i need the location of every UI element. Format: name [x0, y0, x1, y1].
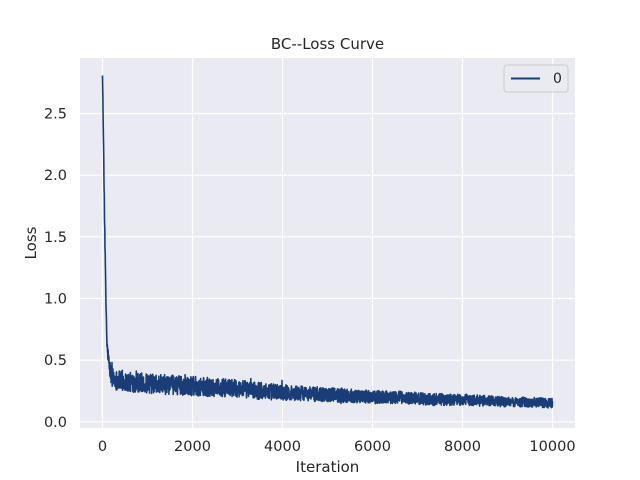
y-tick-labels: 0.0 0.5 1.0 1.5 2.0 2.5 — [44, 107, 67, 431]
series-line-0 — [101, 75, 554, 409]
y-tick-label: 0.5 — [44, 353, 67, 369]
x-tick-labels: 0 2000 4000 6000 8000 10000 — [98, 439, 576, 455]
x-tick-label: 0 — [98, 439, 107, 455]
legend: 0 — [503, 64, 569, 93]
y-tick-label: 2.0 — [44, 168, 67, 184]
legend-label-0: 0 — [553, 71, 562, 87]
x-tick-label: 10000 — [529, 439, 575, 455]
y-tick-label: 0.0 — [44, 415, 67, 431]
y-tick-label: 1.5 — [44, 230, 67, 246]
y-tick-label: 1.0 — [44, 292, 67, 308]
x-axis-label: Iteration — [296, 458, 360, 476]
grid-lines — [80, 58, 575, 428]
plot-area — [80, 58, 575, 428]
x-tick-label: 4000 — [264, 439, 301, 455]
series-layer — [101, 75, 554, 409]
chart-title: BC--Loss Curve — [271, 35, 384, 53]
x-tick-label: 6000 — [354, 439, 391, 455]
x-tick-label: 8000 — [444, 439, 481, 455]
x-tick-label: 2000 — [174, 439, 211, 455]
y-tick-label: 2.5 — [44, 107, 67, 123]
y-axis-label: Loss — [22, 226, 40, 259]
